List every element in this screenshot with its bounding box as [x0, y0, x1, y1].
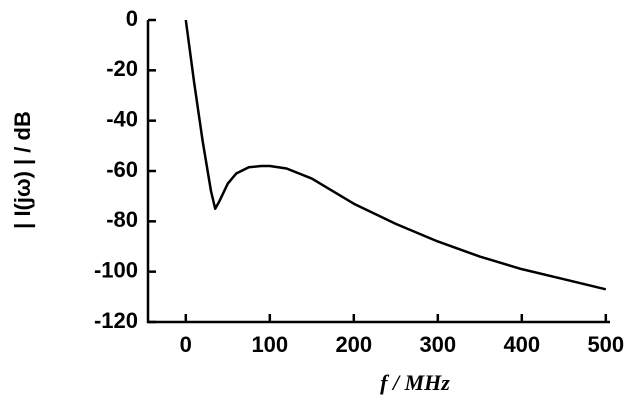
axes	[146, 20, 610, 324]
line	[184, 19, 607, 291]
x-tick-label: 400	[503, 332, 540, 357]
y-tick-label: -100	[94, 257, 138, 282]
x-tick-label: 200	[335, 332, 372, 357]
x-tick-label: 0	[180, 332, 192, 357]
y-tick-label: -60	[106, 157, 138, 182]
y-tick-label: -80	[106, 207, 138, 232]
y-axis-label: | I(jω) | / dB	[10, 111, 35, 229]
y-tick-label: -20	[106, 56, 138, 81]
x-tick-label: 100	[251, 332, 288, 357]
x-tick-label: 300	[419, 332, 456, 357]
x-axis-label: f / MHz	[380, 370, 450, 395]
x-tick-label: 500	[587, 332, 624, 357]
y-tick-label: -40	[106, 106, 138, 131]
y-tick-label: 0	[126, 6, 138, 31]
y-tick-label: -120	[94, 308, 138, 333]
